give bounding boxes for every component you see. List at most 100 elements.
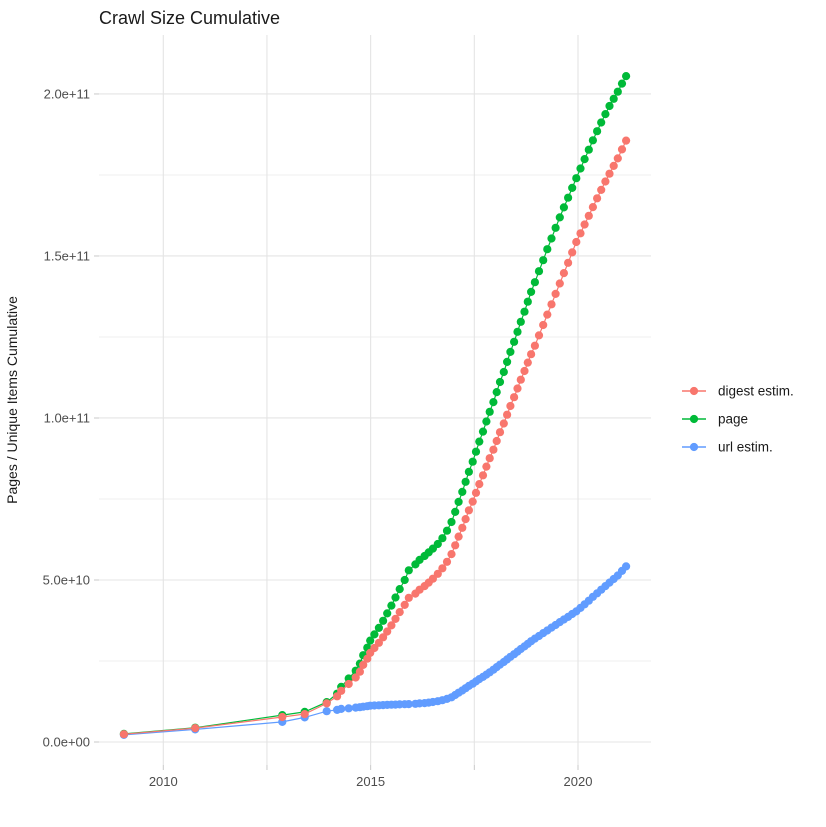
- legend: digest estim. page url estim.: [682, 384, 794, 455]
- data-point: [503, 410, 512, 419]
- data-point: [622, 72, 631, 81]
- data-point: [322, 699, 331, 708]
- data-point: [458, 487, 467, 496]
- data-point: [509, 393, 519, 402]
- data-point: [191, 724, 200, 733]
- data-point: [454, 497, 463, 506]
- data-point: [300, 710, 309, 719]
- data-point: [383, 627, 392, 636]
- data-point: [482, 417, 491, 426]
- data-point: [534, 331, 544, 340]
- y-tick-label: 1.0e+11: [44, 410, 90, 425]
- data-point: [609, 161, 618, 170]
- series-layer: [119, 72, 631, 740]
- data-point: [580, 155, 589, 164]
- data-point: [451, 541, 460, 550]
- data-point: [601, 110, 610, 119]
- data-point: [516, 375, 525, 384]
- data-point: [523, 297, 532, 306]
- data-point: [495, 377, 505, 387]
- data-point: [379, 633, 388, 642]
- data-point: [492, 436, 501, 446]
- data-point: [534, 267, 544, 276]
- data-point: [580, 220, 589, 229]
- legend-item: page: [682, 412, 748, 427]
- data-point: [485, 454, 494, 463]
- x-tick-label: 2010: [149, 774, 178, 789]
- legend-label: digest estim.: [718, 384, 794, 399]
- data-point: [404, 593, 413, 602]
- data-point: [605, 169, 614, 178]
- data-point: [119, 730, 128, 739]
- legend-item: url estim.: [682, 440, 773, 455]
- legend-label: url estim.: [718, 440, 773, 455]
- data-point: [513, 384, 522, 393]
- data-point: [555, 213, 564, 222]
- data-point: [404, 566, 413, 575]
- data-point: [374, 623, 383, 633]
- data-point: [559, 203, 569, 212]
- data-point: [461, 477, 470, 486]
- data-point: [468, 457, 477, 466]
- x-tick-label: 2020: [564, 774, 593, 789]
- data-point: [359, 660, 368, 670]
- data-point: [471, 447, 481, 456]
- data-point: [344, 679, 353, 689]
- data-point: [609, 94, 618, 103]
- data-point: [461, 515, 470, 524]
- data-point: [572, 174, 581, 183]
- legend-key-dot: [689, 386, 699, 396]
- data-point: [391, 593, 400, 602]
- data-point: [322, 707, 331, 716]
- data-point: [471, 488, 481, 497]
- data-point: [458, 523, 467, 532]
- data-point: [568, 183, 577, 192]
- data-point: [351, 673, 360, 682]
- data-point: [400, 600, 409, 610]
- data-point: [404, 700, 413, 709]
- data-point: [379, 616, 388, 625]
- chart-title: Crawl Size Cumulative: [99, 8, 280, 28]
- axis-tick-labels: 2010 2015 2020 0.0e+00 5.0e+10 1.0e+11 1.5e+11…: [43, 86, 593, 789]
- data-point: [588, 203, 598, 212]
- y-axis-title: Pages / Unique Items Cumulative: [4, 296, 20, 504]
- data-point: [584, 211, 593, 220]
- data-point: [593, 127, 602, 136]
- data-point: [543, 310, 552, 319]
- data-point: [530, 341, 540, 350]
- data-point: [564, 193, 573, 202]
- data-point: [613, 87, 622, 96]
- data-point: [475, 480, 484, 489]
- data-point: [572, 237, 581, 247]
- legend-label: page: [718, 412, 748, 427]
- legend-item: digest estim.: [682, 384, 794, 399]
- data-point: [387, 621, 396, 630]
- data-point: [478, 427, 488, 436]
- legend-key-dot: [689, 414, 699, 424]
- data-point: [520, 366, 529, 376]
- data-point: [622, 562, 631, 571]
- data-point: [527, 287, 536, 296]
- data-point: [355, 667, 364, 676]
- data-point: [451, 507, 460, 516]
- data-point: [464, 506, 473, 515]
- data-point: [576, 164, 585, 173]
- data-point: [516, 317, 525, 326]
- data-point: [391, 614, 400, 624]
- data-point: [622, 136, 631, 145]
- data-point: [468, 497, 477, 506]
- data-point: [584, 145, 593, 154]
- data-point: [442, 526, 452, 535]
- series-page: [119, 72, 631, 739]
- data-point: [478, 471, 488, 480]
- data-point: [551, 223, 560, 232]
- data-point: [555, 279, 564, 288]
- data-point: [527, 350, 536, 359]
- data-point: [370, 630, 379, 639]
- data-point: [617, 79, 627, 88]
- y-tick-label: 5.0e+10: [43, 572, 90, 587]
- data-point: [506, 401, 515, 411]
- data-point: [539, 320, 548, 330]
- data-point: [597, 185, 606, 194]
